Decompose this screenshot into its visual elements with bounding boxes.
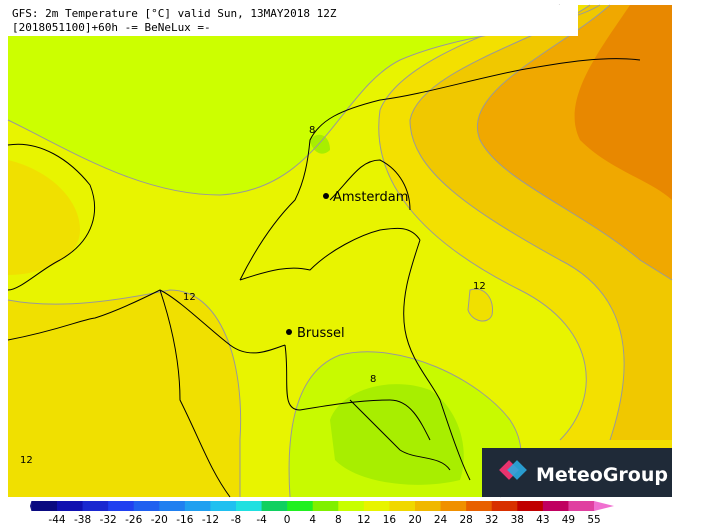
- color-bar-segment: [261, 501, 288, 511]
- color-bar-end: [594, 501, 614, 511]
- color-bar-segment: [82, 501, 109, 511]
- border: [284, 344, 431, 441]
- color-bar-segment: [338, 501, 365, 511]
- color-bar-segment: [466, 501, 493, 511]
- city-label: Amsterdam: [333, 190, 408, 205]
- color-bar-segment: [287, 501, 314, 511]
- header-line: [2018051100]+60h -= BeNeLux =-: [12, 21, 211, 34]
- border: [349, 399, 451, 471]
- color-bar-segment: [517, 501, 544, 511]
- logo-icon: [499, 460, 527, 480]
- coastline: [239, 58, 641, 281]
- legend-tick-label: 8: [335, 514, 342, 525]
- logo-text: MeteoGroup: [536, 464, 668, 486]
- legend-tick-label: 0: [284, 514, 291, 525]
- hottest-region: [574, 5, 672, 200]
- isotherm: [477, 4, 673, 281]
- color-bar-segment: [542, 501, 569, 511]
- legend-tick-label: 49: [562, 514, 575, 525]
- cool-region: [8, 5, 600, 195]
- city-marker: [323, 193, 329, 199]
- legend-tick-label: 12: [357, 514, 370, 525]
- legend-tick-label: -20: [151, 514, 168, 525]
- header-line: GFS: 2m Temperature [°C] valid Sun, 13MA…: [12, 7, 337, 20]
- cool-patch: [310, 134, 330, 154]
- border: [403, 239, 471, 481]
- color-bar: -44 -38 -32 -26 -20 -16 -12 -8 -4 0 4 8 12 16 20 24 28 32…: [30, 501, 614, 525]
- legend-tick-label: -8: [231, 514, 241, 525]
- border: [159, 289, 231, 498]
- warm-england: [8, 160, 80, 275]
- isotherm: [467, 288, 494, 322]
- color-bar-segment: [236, 501, 263, 511]
- isotherm: [409, 4, 625, 441]
- legend-tick-label: 55: [587, 514, 600, 525]
- legend-tick-label: -32: [100, 514, 117, 525]
- color-bar-segment: [159, 501, 186, 511]
- contour-label: 12: [183, 292, 196, 303]
- isotherm: [7, 289, 242, 497]
- legend-tick-label: -26: [125, 514, 142, 525]
- color-bar-segment: [31, 501, 58, 511]
- legend-tick-label: -12: [202, 514, 219, 525]
- contour-label: 8: [370, 374, 376, 385]
- warm-patch: [468, 289, 493, 322]
- coldest-ardennes: [330, 384, 464, 485]
- map: Amsterdam Brussel 8 12 12 8 12: [7, 4, 673, 498]
- logo-shape: [507, 460, 527, 480]
- coastline: [7, 143, 96, 291]
- legend-tick-label: 28: [459, 514, 472, 525]
- legend-tick-label: 32: [485, 514, 498, 525]
- legend-tick-label: 20: [408, 514, 421, 525]
- isotherm: [378, 4, 587, 441]
- legend-tick-label: 24: [434, 514, 448, 525]
- legend-tick-label: 38: [511, 514, 524, 525]
- city-marker: [286, 329, 292, 335]
- color-bar-segment: [108, 501, 135, 511]
- color-bar-segment: [491, 501, 518, 511]
- legend-tick-label: 43: [536, 514, 549, 525]
- coastline: [239, 227, 421, 281]
- legend-tick-label: 4: [309, 514, 316, 525]
- color-bar-segment: [389, 501, 416, 511]
- color-bar-segment: [568, 501, 595, 511]
- legend-tick-label: 16: [383, 514, 397, 525]
- color-bar-segment: [440, 501, 467, 511]
- coastline: [329, 159, 411, 211]
- color-bar-segment: [363, 501, 390, 511]
- contour-label: 12: [20, 455, 33, 466]
- color-bar-end: [30, 501, 32, 511]
- contour-label: 8: [309, 125, 315, 136]
- color-bar-segment: [184, 501, 211, 511]
- legend-tick-label: -38: [74, 514, 91, 525]
- color-bar-segment: [210, 501, 237, 511]
- city-label: Brussel: [297, 326, 345, 341]
- legend-tick-label: -4: [256, 514, 267, 525]
- color-bar-segment: [415, 501, 442, 511]
- legend-tick-label: -16: [176, 514, 193, 525]
- warm-southwest: [8, 290, 241, 497]
- color-bar-segment: [57, 501, 84, 511]
- legend-tick-label: -44: [48, 514, 65, 525]
- header-box: [8, 5, 578, 36]
- color-bar-segment: [133, 501, 160, 511]
- contour-label: 12: [473, 281, 486, 292]
- color-bar-segment: [312, 501, 339, 511]
